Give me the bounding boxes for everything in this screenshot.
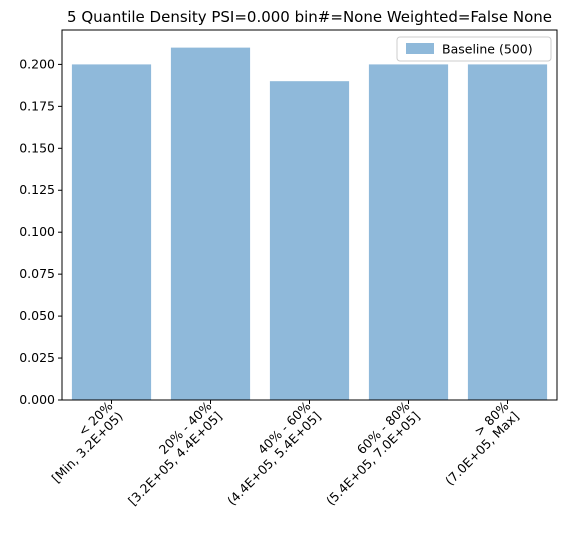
y-tick-label: 0.050 bbox=[19, 308, 55, 323]
bar bbox=[269, 81, 350, 400]
x-tick-label: 20% - 40%[3.2E+05, 4.4E+05] bbox=[115, 398, 225, 508]
x-tick-label-line: (4.4E+05, 5.4E+05] bbox=[224, 409, 324, 509]
x-tick-label: < 20%[Min, 3.2E+05) bbox=[38, 398, 126, 485]
svg-text:> 80%(7.0E+05, Max]: > 80%(7.0E+05, Max] bbox=[432, 398, 522, 488]
y-tick-label: 0.000 bbox=[19, 392, 55, 407]
plot-frame bbox=[61, 29, 558, 401]
svg-text:40% - 60%(4.4E+05, 5.4E+05]: 40% - 60%(4.4E+05, 5.4E+05] bbox=[214, 398, 324, 508]
legend-box bbox=[396, 36, 552, 62]
bar bbox=[170, 47, 251, 400]
svg-text:< 20%[Min, 3.2E+05): < 20%[Min, 3.2E+05) bbox=[38, 398, 125, 485]
legend: Baseline (500) bbox=[396, 36, 552, 62]
y-tick-label: 0.200 bbox=[19, 56, 55, 71]
svg-text:20% - 40%[3.2E+05, 4.4E+05]: 20% - 40%[3.2E+05, 4.4E+05] bbox=[115, 398, 225, 508]
svg-text:60% - 80%(5.4E+05, 7.0E+05]: 60% - 80%(5.4E+05, 7.0E+05] bbox=[313, 398, 423, 508]
bar bbox=[71, 64, 152, 400]
y-tick-label: 0.025 bbox=[19, 350, 55, 365]
y-axis: 0.000 0.025 0.050 0.075 0.100 0.125 0.150 0.175… bbox=[19, 56, 62, 407]
x-axis: < 20%[Min, 3.2E+05) 20% - 40%[3.2E+05, 4.… bbox=[38, 398, 522, 508]
bar bbox=[467, 64, 548, 400]
bar bbox=[368, 64, 449, 400]
chart-title: 5 Quantile Density PSI=0.000 bin#=None W… bbox=[67, 8, 552, 26]
y-tick-label: 0.100 bbox=[19, 224, 55, 239]
y-tick-label: 0.125 bbox=[19, 182, 55, 197]
legend-swatch bbox=[406, 43, 434, 54]
legend-label: Baseline (500) bbox=[442, 42, 533, 57]
x-tick-label-line: (5.4E+05, 7.0E+05] bbox=[323, 409, 423, 509]
x-tick-label: 40% - 60%(4.4E+05, 5.4E+05] bbox=[214, 398, 324, 508]
bars-group bbox=[71, 47, 548, 400]
y-tick-label: 0.150 bbox=[19, 140, 55, 155]
x-tick-label-line: [3.2E+05, 4.4E+05] bbox=[125, 409, 225, 509]
x-tick-label: > 80%(7.0E+05, Max] bbox=[432, 398, 522, 488]
x-tick-label: 60% - 80%(5.4E+05, 7.0E+05] bbox=[313, 398, 423, 508]
y-tick-label: 0.175 bbox=[19, 98, 55, 113]
y-tick-label: 0.075 bbox=[19, 266, 55, 281]
